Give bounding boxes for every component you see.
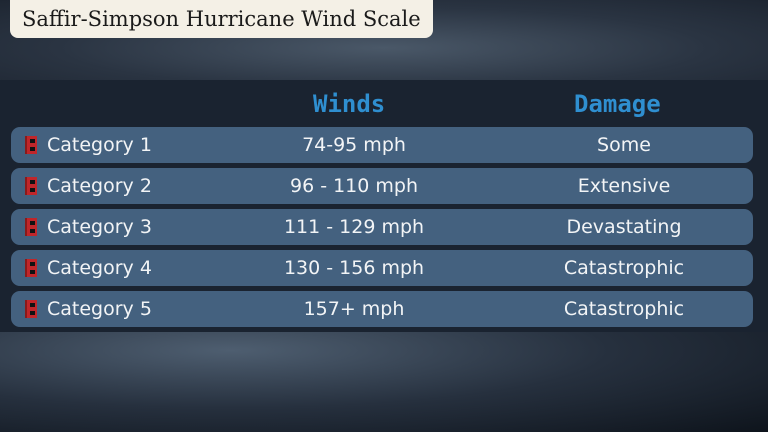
table-row: Category 3 111 - 129 mph Devastating <box>11 209 753 245</box>
category-label: Category 3 <box>47 216 152 238</box>
damage-level: Catastrophic <box>563 257 685 279</box>
table-row: Category 2 96 - 110 mph Extensive <box>11 168 753 204</box>
damage-level: Catastrophic <box>563 298 685 320</box>
category-label: Category 2 <box>47 175 152 197</box>
background-palm-trees-image <box>0 330 768 432</box>
table-row: Category 5 157+ mph Catastrophic <box>11 291 753 327</box>
damage-level: Some <box>597 134 651 156</box>
hurricane-warning-flag-icon <box>25 259 37 277</box>
hurricane-warning-flag-icon <box>25 136 37 154</box>
table-row: Category 4 130 - 156 mph Catastrophic <box>11 250 753 286</box>
table-row: Category 1 74-95 mph Some <box>11 127 753 163</box>
hurricane-warning-flag-icon <box>25 300 37 318</box>
scale-table-panel <box>0 80 768 332</box>
damage-level: Extensive <box>577 175 671 197</box>
category-label: Category 4 <box>47 257 152 279</box>
damage-header: Damage <box>574 90 661 118</box>
hurricane-warning-flag-icon <box>25 218 37 236</box>
wind-speed: 74-95 mph <box>302 134 406 156</box>
wind-speed: 96 - 110 mph <box>289 175 419 197</box>
wind-speed: 111 - 129 mph <box>283 216 425 238</box>
winds-header: Winds <box>313 90 386 118</box>
page-title: Saffir-Simpson Hurricane Wind Scale <box>10 0 433 38</box>
wind-speed: 157+ mph <box>303 298 405 320</box>
category-label: Category 1 <box>47 134 152 156</box>
damage-level: Devastating <box>566 216 682 238</box>
wind-speed: 130 - 156 mph <box>283 257 425 279</box>
hurricane-warning-flag-icon <box>25 177 37 195</box>
category-label: Category 5 <box>47 298 152 320</box>
